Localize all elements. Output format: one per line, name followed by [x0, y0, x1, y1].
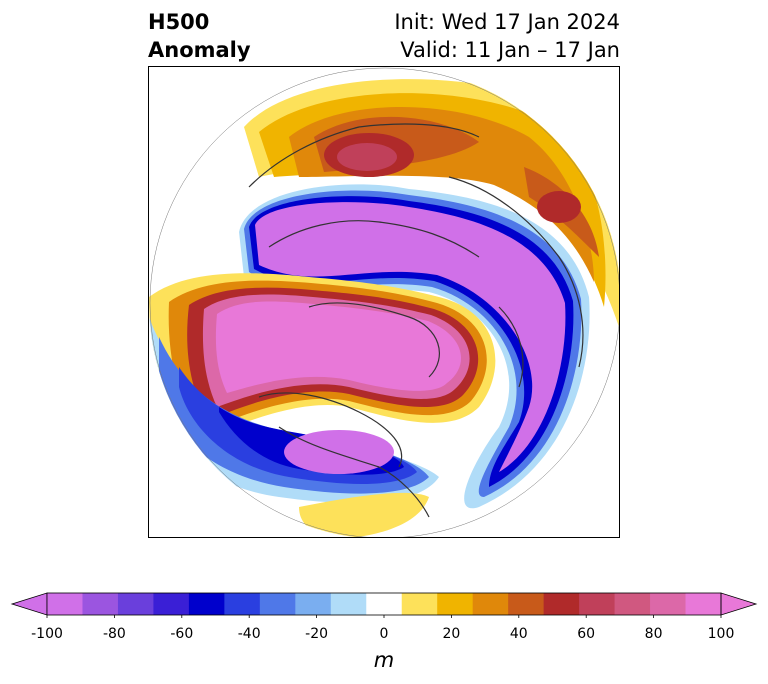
colorbar-bin: [401, 593, 438, 615]
polar-map: [148, 66, 620, 538]
colorbar-bin: [614, 593, 651, 615]
title-valid-range: Valid: 11 Jan – 17 Jan: [400, 38, 620, 62]
title-variable: H500: [148, 10, 210, 34]
colorbar-bin: [295, 593, 332, 615]
colorbar-tick-label: -40: [237, 626, 261, 642]
colorbar-bin: [508, 593, 545, 615]
colorbar-bin: [650, 593, 687, 615]
colorbar-bin: [82, 593, 119, 615]
colorbar-tick-label: 40: [509, 626, 528, 642]
colorbar-bin: [543, 593, 580, 615]
colorbar-bin: [224, 593, 261, 615]
colorbar-bin: [117, 593, 154, 615]
colorbar-bin: [579, 593, 616, 615]
colorbar-extend-high: [720, 592, 758, 616]
colorbar-bin: [330, 593, 367, 615]
colorbar-bin: [366, 593, 403, 615]
colorbar-tick-label: -60: [170, 626, 194, 642]
colorbar-unit: m: [373, 648, 395, 672]
colorbar-bin: [472, 593, 509, 615]
title-init-date: Init: Wed 17 Jan 2024: [394, 10, 620, 34]
colorbar-tick-label: 100: [707, 626, 735, 642]
colorbar-bin: [47, 593, 83, 615]
map-title-left: H500 Anomaly: [148, 8, 251, 64]
colorbar-bin: [153, 593, 190, 615]
colorbar-tick-label: 80: [644, 626, 663, 642]
title-type: Anomaly: [148, 38, 251, 62]
positive-anomaly-south: [299, 492, 429, 537]
colorbar-tick-label: -20: [305, 626, 329, 642]
positive-anomaly-northeast: [244, 79, 619, 327]
colorbar-extend-low: [10, 592, 48, 616]
colorbar-tick-label: 20: [442, 626, 461, 642]
coastlines: [248, 123, 584, 518]
colorbar-tick-label: -80: [102, 626, 126, 642]
colorbar: [10, 592, 758, 618]
anomaly-field: [149, 67, 619, 537]
colorbar-bin: [188, 593, 225, 615]
colorbar-tick-label: 0: [379, 626, 389, 642]
negative-anomaly-upper: [239, 184, 590, 509]
colorbar-tick-label: -100: [31, 626, 63, 642]
colorbar-bin: [437, 593, 474, 615]
colorbar-bin: [685, 593, 722, 615]
map-title-right: Init: Wed 17 Jan 2024 Valid: 11 Jan – 17…: [394, 8, 620, 64]
colorbar-tick-label: 60: [577, 626, 596, 642]
colorbar-bin: [259, 593, 296, 615]
